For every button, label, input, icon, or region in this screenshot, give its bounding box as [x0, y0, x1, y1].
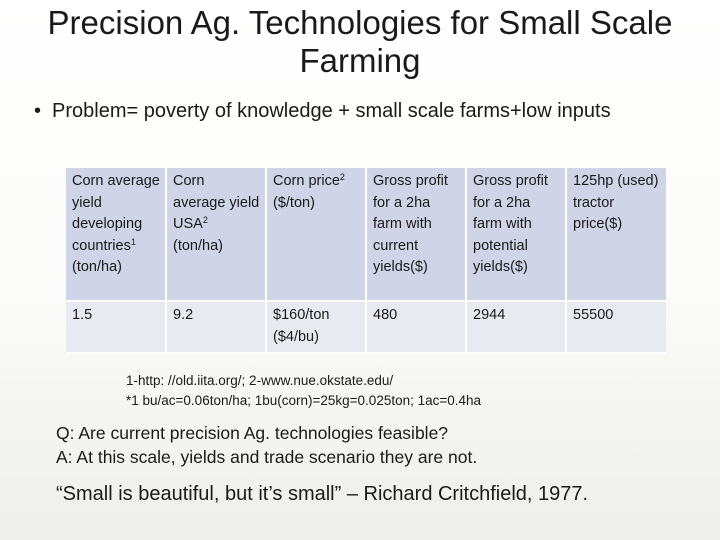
- table-cell: $160/ton ($4/bu): [266, 301, 367, 354]
- footnote-sources: 1-http: //old.iita.org/; 2-www.nue.oksta…: [126, 373, 394, 388]
- answer-text: A: At this scale, yields and trade scena…: [56, 447, 478, 467]
- table-cell: 480: [366, 301, 467, 354]
- table-cell: 55500: [566, 301, 666, 354]
- data-table: Corn average yield developing countries1…: [66, 168, 666, 354]
- table-cell: 1.5: [66, 301, 167, 354]
- qa-block: Q: Are current precision Ag. technologie…: [56, 421, 676, 469]
- table-cell: 9.2: [166, 301, 267, 354]
- header-cell-corn-yield-developing: Corn average yield developing countries1…: [66, 168, 167, 302]
- table-row: 1.5 9.2 $160/ton ($4/bu) 480 2944 55500: [66, 301, 666, 354]
- bullet-dot-icon: •: [34, 100, 42, 122]
- table-cell: 2944: [466, 301, 567, 354]
- bullet-text: Problem= poverty of knowledge + small sc…: [52, 100, 611, 122]
- bullet-point: • Problem= poverty of knowledge + small …: [34, 98, 672, 125]
- footnotes: 1-http: //old.iita.org/; 2-www.nue.oksta…: [126, 371, 646, 411]
- header-cell-corn-yield-usa: Corn average yield USA2 (ton/ha): [166, 168, 267, 302]
- header-cell-gross-profit-potential: Gross profit for a 2ha farm with potenti…: [466, 168, 567, 302]
- footnote-conversions: *1 bu/ac=0.06ton/ha; 1bu(corn)=25kg=0.02…: [126, 393, 482, 408]
- header-cell-tractor-price: 125hp (used) tractor price($): [566, 168, 666, 302]
- slide-title: Precision Ag. Technologies for Small Sca…: [47, 4, 673, 79]
- header-cell-corn-price: Corn price2 ($/ton): [266, 168, 367, 302]
- table-header-row: Corn average yield developing countries1…: [66, 168, 666, 302]
- closing-quote: “Small is beautiful, but it’s small” – R…: [56, 483, 589, 505]
- header-cell-gross-profit-current: Gross profit for a 2ha farm with current…: [366, 168, 467, 302]
- question-text: Q: Are current precision Ag. technologie…: [56, 423, 449, 443]
